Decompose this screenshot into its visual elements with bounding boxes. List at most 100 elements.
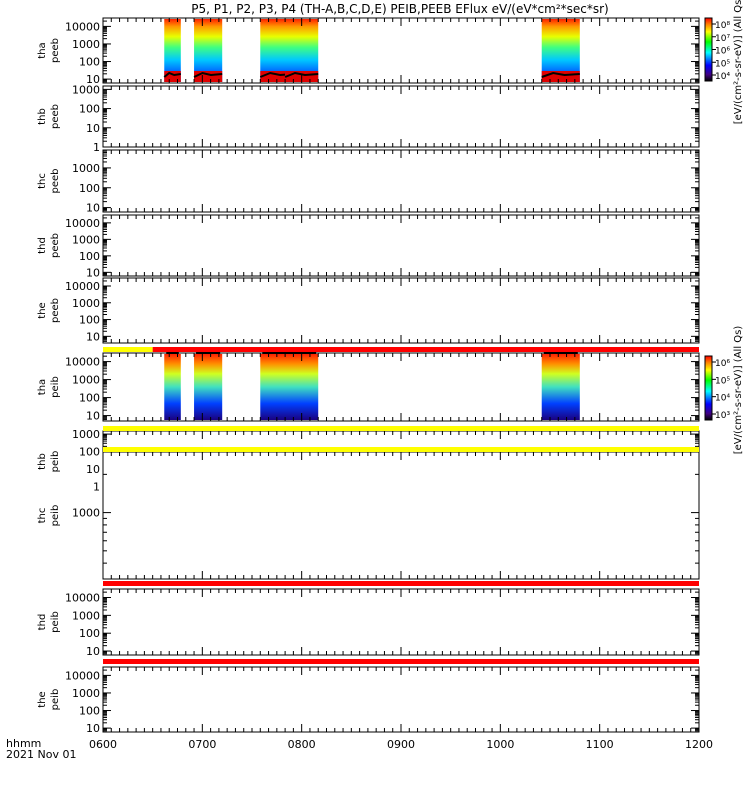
- plot-frame: [102, 451, 700, 580]
- y-axis-label-probe: thd: [37, 237, 48, 254]
- y-tick-label: 100: [79, 182, 100, 195]
- mode-bar-red: [152, 347, 699, 352]
- y-tick-label: 1000: [72, 507, 100, 520]
- x-axis-tick-labels: 0600 0700 0800 0900 1000 1100 1200: [89, 738, 713, 751]
- y-tick-label: 100: [79, 56, 100, 69]
- spectrogram-block: [164, 19, 181, 82]
- spacecraft-potential-line: [541, 71, 580, 78]
- date-label: 2021 Nov 01: [6, 748, 76, 761]
- y-tick-label: 1000: [72, 83, 100, 96]
- y-axis-label-probe: tha: [37, 42, 48, 58]
- spectrogram-low-energy: [194, 71, 223, 82]
- colorbar-tick-label: 10⁶: [715, 47, 730, 57]
- y-tick-label: 1000: [72, 233, 100, 246]
- colorbar-label: [eV/(cm²-s-sr-eV)] (All Qs): [733, 0, 744, 124]
- x-tick-label: 1200: [685, 738, 713, 751]
- y-tick-label: 10000: [65, 280, 100, 293]
- colorbar: [704, 355, 713, 421]
- y-tick-label: 10: [86, 410, 100, 423]
- spectrogram-block: [164, 354, 181, 420]
- mode-bars-group: [103, 347, 699, 664]
- spectrogram-low-energy: [260, 71, 294, 82]
- colorbar-tick-label: 10³: [715, 411, 730, 421]
- y-tick-label: 10: [86, 122, 100, 135]
- y-tick-label: 1000: [72, 162, 100, 175]
- y-tick-label: 10: [86, 73, 100, 86]
- plot-frame: [102, 85, 700, 148]
- colorbar: [704, 17, 713, 82]
- x-tick-label: 0700: [188, 738, 216, 751]
- plot-frame: [102, 17, 700, 84]
- mode-marker: [543, 351, 578, 354]
- y-tick-label: 10: [86, 202, 100, 215]
- y-tick-label: 100: [79, 103, 100, 116]
- y-axis-label-instrument: peeb: [50, 233, 61, 258]
- y-axis-label-instrument: peib: [50, 505, 61, 527]
- mode-marker: [287, 351, 317, 354]
- mode-bar-red: [103, 659, 699, 664]
- colorbar-tick-label: 10⁷: [715, 34, 730, 44]
- figure-title: P5, P1, P2, P3, P4 (TH-A,B,C,D,E) PEIB,P…: [191, 2, 608, 16]
- y-tick-label: 100: [79, 627, 100, 640]
- colorbar-tick-label: 10⁶: [715, 359, 730, 369]
- y-tick-label: 10: [86, 645, 100, 658]
- y-tick-label: 100: [79, 392, 100, 405]
- y-tick-label: 10: [86, 463, 100, 476]
- y-tick-label: 100: [79, 314, 100, 327]
- y-axis-label-probe: thd: [37, 614, 48, 631]
- y-tick-label: 100: [79, 446, 100, 459]
- plot-frame: [102, 214, 700, 277]
- y-axis-label-probe: thc: [37, 508, 48, 524]
- y-axis-label-probe: the: [37, 302, 48, 318]
- y-tick-label: 10: [86, 722, 100, 735]
- colorbar-tick-label: 10⁴: [715, 394, 730, 404]
- y-axis-label-instrument: peeb: [50, 104, 61, 129]
- y-tick-label: 10000: [65, 592, 100, 605]
- x-tick-label: 1100: [586, 738, 614, 751]
- spacecraft-potential-line: [163, 71, 181, 78]
- panel-thd-peeb: 10 100 1000 10000 thd peeb: [37, 214, 700, 279]
- x-tick-label: 0800: [288, 738, 316, 751]
- panel-the-peib: 10 100 1000 10000 the peib: [37, 666, 700, 735]
- y-axis-label-instrument: peib: [50, 376, 61, 398]
- spectrogram-low-energy: [164, 71, 181, 82]
- y-axis-label-probe: tha: [37, 379, 48, 395]
- y-axis-label-instrument: peib: [50, 451, 61, 473]
- y-tick-label: 1000: [72, 297, 100, 310]
- y-tick-label: 10000: [65, 356, 100, 369]
- y-tick-label: 10000: [65, 217, 100, 230]
- y-tick-label: 10: [86, 266, 100, 279]
- y-axis-label-instrument: peib: [50, 689, 61, 711]
- spectrogram-low-energy: [541, 71, 580, 82]
- y-tick-label: 10000: [65, 20, 100, 33]
- colorbar-tick-label: 10⁵: [715, 376, 730, 386]
- plot-frame: [102, 352, 700, 422]
- plot-frame: [102, 277, 700, 344]
- mode-bar-yellow: [103, 447, 699, 452]
- y-tick-label: 1000: [72, 428, 100, 441]
- plot-frame: [102, 588, 700, 656]
- y-tick-label: 1: [93, 141, 100, 154]
- colorbar-tick-label: 10⁸: [715, 21, 730, 31]
- mode-bar-yellow: [103, 426, 699, 431]
- panel-thb-peeb: 1 10 100 1000 thb peeb: [37, 83, 700, 154]
- y-tick-label: 10000: [65, 669, 100, 682]
- y-axis-label-instrument: peeb: [50, 38, 61, 63]
- spacecraft-potential-line: [193, 71, 223, 78]
- panel-thd-peib: 10 100 1000 10000 thd peib: [37, 588, 700, 658]
- y-tick-label: 1000: [72, 609, 100, 622]
- y-axis-label-probe: thb: [37, 108, 48, 125]
- colorbar-tick-label: 10⁴: [715, 72, 730, 82]
- spectrogram-block: [541, 354, 580, 420]
- y-tick-label: 1: [93, 481, 100, 494]
- plot-frame: [102, 666, 700, 733]
- y-axis-label-instrument: peib: [50, 611, 61, 633]
- panel-the-peeb: 10 100 1000 10000 the peeb: [37, 277, 700, 344]
- y-tick-label: 1000: [72, 38, 100, 51]
- mode-marker: [196, 351, 221, 354]
- spectrogram-block: [285, 354, 319, 420]
- y-axis-label-probe: thc: [37, 173, 48, 189]
